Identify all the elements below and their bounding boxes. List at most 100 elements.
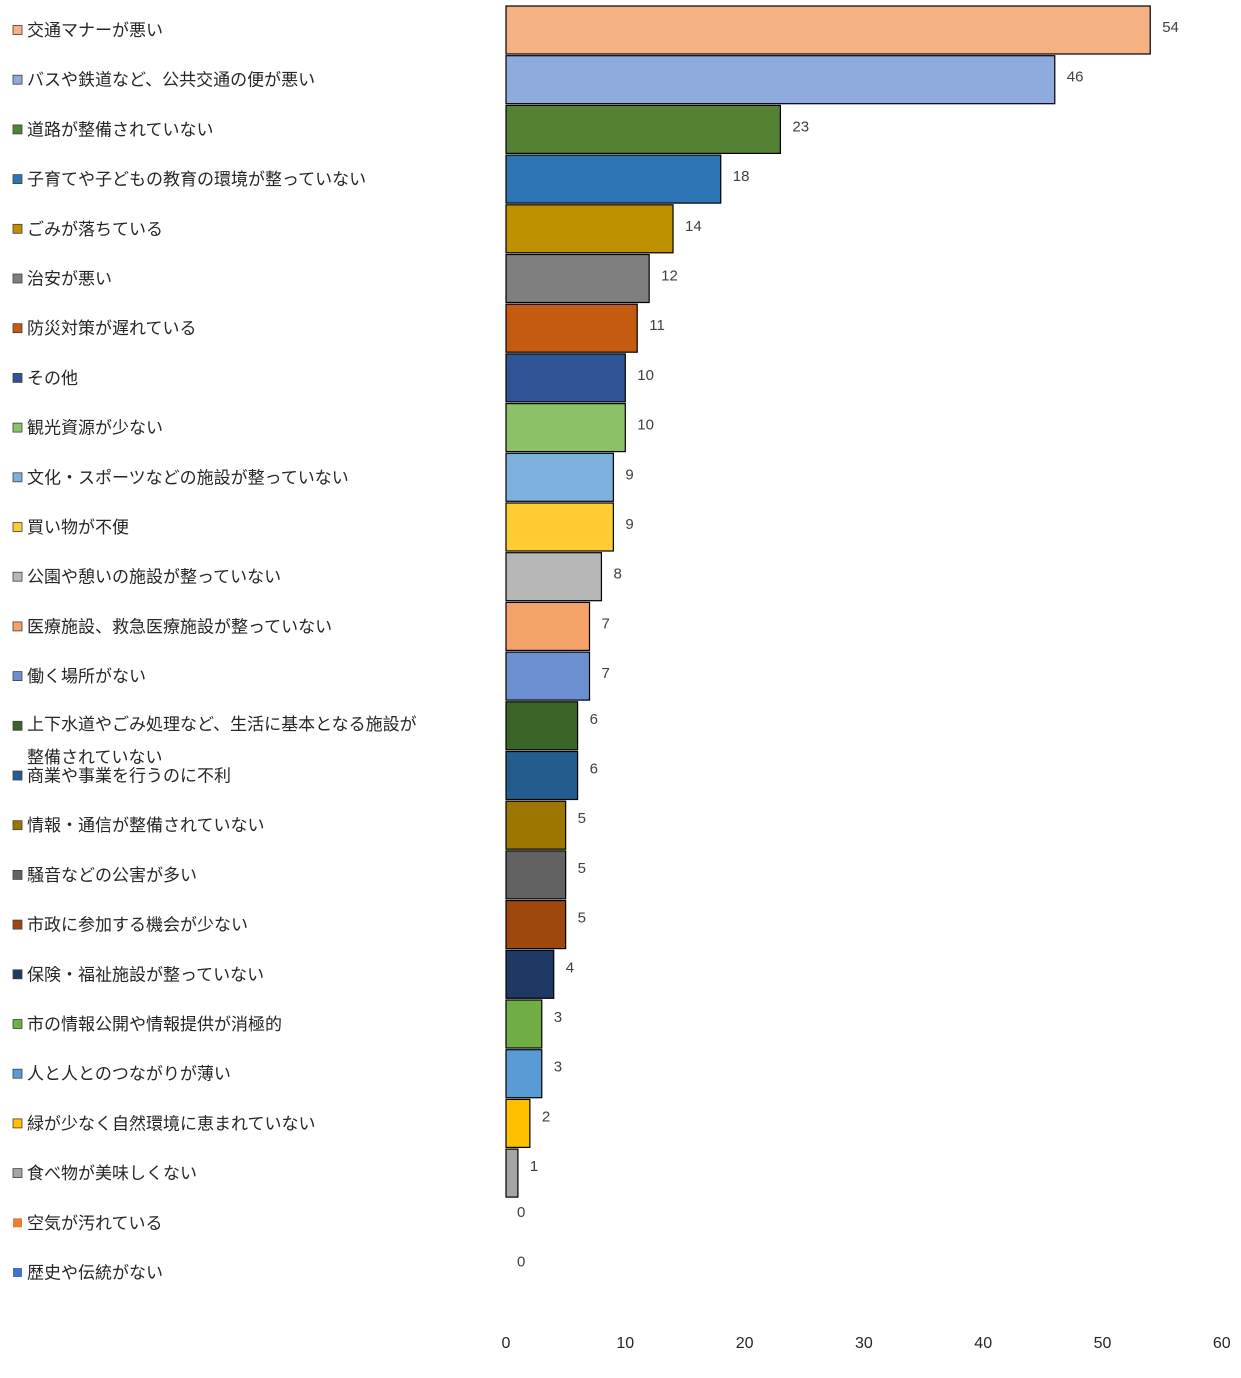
value-label: 46 <box>1067 69 1084 86</box>
legend-swatch <box>12 472 23 483</box>
x-tick-label: 20 <box>736 1335 754 1352</box>
bar <box>505 5 1151 55</box>
category-label: 公園や憩いの施設が整っていない <box>27 568 281 588</box>
legend-swatch <box>12 1118 23 1129</box>
legend-swatch <box>12 124 23 135</box>
legend-swatch <box>12 671 23 681</box>
category-label: 空気が汚れている <box>27 1214 163 1234</box>
bar <box>505 55 1056 105</box>
legend-swatch <box>12 372 23 383</box>
bar <box>505 552 603 602</box>
legend-swatch <box>12 273 23 284</box>
x-tick-label: 60 <box>1213 1335 1231 1352</box>
category-label: 防災対策が遅れている <box>27 319 197 339</box>
value-label: 4 <box>566 959 574 976</box>
bar <box>505 253 650 304</box>
x-tick-label: 50 <box>1094 1335 1112 1352</box>
value-label: 5 <box>578 910 586 927</box>
bar <box>505 502 614 552</box>
value-label: 54 <box>1162 19 1179 36</box>
value-label: 2 <box>542 1108 550 1125</box>
category-label: 整備されていない <box>27 748 163 768</box>
value-label: 7 <box>602 615 610 632</box>
bar <box>505 750 579 801</box>
legend-swatch <box>12 919 23 930</box>
bar <box>505 601 591 652</box>
category-label: 情報・通信が整備されていない <box>27 816 265 836</box>
legend-swatch <box>12 720 23 731</box>
category-label: 市の情報公開や情報提供が消極的 <box>27 1015 282 1035</box>
bar <box>505 303 638 353</box>
value-label: 10 <box>637 367 654 384</box>
legend-swatch <box>12 571 23 582</box>
legend-swatch <box>12 870 23 880</box>
category-label: 食べ物が美味しくない <box>27 1164 197 1184</box>
bar <box>505 800 567 850</box>
category-label: 子育てや子どもの教育の環境が整っていない <box>27 170 366 190</box>
value-label: 5 <box>578 810 586 827</box>
value-label: 1 <box>530 1158 538 1175</box>
category-label: 緑が少なく自然環境に恵まれていない <box>27 1114 316 1134</box>
legend-swatch <box>12 223 23 234</box>
category-label: 歴史や伝統がない <box>27 1264 163 1284</box>
category-label: 働く場所がない <box>27 667 146 687</box>
category-label: 上下水道やごみ処理など、生活に基本となる施設が <box>27 715 417 735</box>
x-tick-label: 10 <box>616 1335 634 1352</box>
bar <box>505 1049 543 1099</box>
legend-swatch <box>12 1068 23 1079</box>
value-label: 6 <box>590 761 598 778</box>
legend-swatch <box>13 1268 22 1277</box>
legend-swatch <box>13 1218 22 1228</box>
legend-swatch <box>12 522 23 532</box>
category-label: 人と人とのつながりが薄い <box>27 1065 231 1085</box>
bar <box>505 403 626 453</box>
bar <box>505 899 567 950</box>
value-label: 12 <box>661 268 678 285</box>
bar <box>505 204 674 254</box>
value-label: 3 <box>554 1009 562 1026</box>
value-label: 0 <box>517 1254 525 1271</box>
category-label: 医療施設、救急医療施設が整っていない <box>27 617 332 637</box>
value-label: 14 <box>685 218 702 235</box>
bar <box>505 850 567 900</box>
category-label: 交通マナーが悪い <box>27 21 163 41</box>
legend-swatch <box>12 422 23 433</box>
category-label: 文化・スポーツなどの施設が整っていない <box>27 468 349 488</box>
bar <box>505 104 781 155</box>
value-label: 7 <box>602 665 610 682</box>
value-label: 18 <box>733 168 750 185</box>
legend-swatch <box>12 323 23 334</box>
bar <box>505 1098 531 1149</box>
legend-swatch <box>12 969 23 980</box>
bar <box>505 154 722 204</box>
value-label: 5 <box>578 860 586 877</box>
legend-swatch <box>12 1168 23 1178</box>
value-label: 9 <box>625 516 633 533</box>
category-label: 治安が悪い <box>27 270 112 290</box>
x-tick-label: 30 <box>855 1335 873 1352</box>
value-label: 6 <box>590 711 598 728</box>
legend-swatch <box>12 174 23 185</box>
bar <box>505 353 626 403</box>
value-label: 23 <box>792 118 809 135</box>
value-label: 0 <box>517 1204 525 1221</box>
bar <box>505 651 591 701</box>
legend-swatch <box>12 621 23 632</box>
category-label: 保険・福祉施設が整っていない <box>27 965 264 985</box>
value-label: 9 <box>625 466 633 483</box>
category-label: 市政に参加する機会が少ない <box>27 916 248 936</box>
legend-swatch <box>12 1019 23 1029</box>
category-label: バスや鉄道など、公共交通の便が悪い <box>27 71 315 91</box>
legend-swatch <box>12 74 23 85</box>
category-label: ごみが落ちている <box>27 220 163 240</box>
x-tick-label: 0 <box>502 1335 511 1352</box>
bar <box>505 701 579 751</box>
bar <box>505 452 614 502</box>
value-label: 3 <box>554 1059 562 1076</box>
category-label: その他 <box>27 369 78 389</box>
category-label: 道路が整備されていない <box>27 120 214 140</box>
category-label: 観光資源が少ない <box>27 419 163 439</box>
value-label: 8 <box>613 566 621 583</box>
legend-swatch <box>12 25 23 35</box>
